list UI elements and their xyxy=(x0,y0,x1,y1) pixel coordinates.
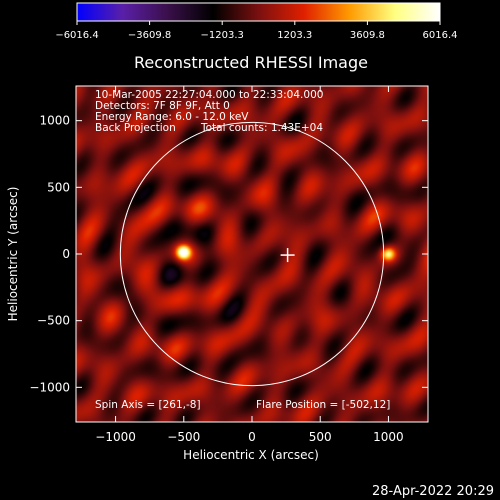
colorbar-tick-label: −6016.4 xyxy=(55,30,98,41)
colorbar-ticks: −6016.4 −3609.8 −1203.3 1203.3 3609.8 6016.4 xyxy=(55,21,458,41)
x-tick-label: −1000 xyxy=(95,430,136,444)
x-axis-label: Heliocentric X (arcsec) xyxy=(183,448,319,462)
y-axis-label: Heliocentric Y (arcsec) xyxy=(6,187,20,322)
annotation-flare-position: Flare Position = [-502,12] xyxy=(256,399,390,411)
colorbar-tick-label: 3609.8 xyxy=(350,30,385,41)
colorbar xyxy=(76,2,441,22)
x-tick-label: 500 xyxy=(309,430,332,444)
y-tick-label: −1000 xyxy=(29,380,70,394)
colorbar-tick-label: −3609.8 xyxy=(128,30,171,41)
heatmap-image xyxy=(76,86,428,422)
chart-title: Reconstructed RHESSI Image xyxy=(134,53,368,72)
solar-limb xyxy=(119,121,385,387)
y-tick-label: 0 xyxy=(62,247,70,261)
x-tick-label: 1000 xyxy=(373,430,404,444)
annotation-block: 10-Mar-2005 22:27:04.000 to 22:33:04.000… xyxy=(95,89,390,411)
x-tick-label: −500 xyxy=(167,430,200,444)
annotation-spin-axis: Spin Axis = [261,-8] xyxy=(95,399,201,411)
x-tick-label: 0 xyxy=(248,430,256,444)
annotation-detectors: Detectors: 7F 8F 9F, Att 0 xyxy=(95,100,230,112)
footer-date: 28-Apr-2022 20:29 xyxy=(372,484,494,499)
annotation-total-counts: Total counts: 1.43E+04 xyxy=(200,122,323,134)
y-tick-label: 1000 xyxy=(39,114,70,128)
annotation-time-range: 10-Mar-2005 22:27:04.000 to 22:33:04.000 xyxy=(95,89,323,101)
spin-axis-marker xyxy=(280,248,295,263)
colorbar-tick-label: 1203.3 xyxy=(277,30,312,41)
y-tick-label: −500 xyxy=(37,314,70,328)
annotation-method: Back Projection xyxy=(95,122,176,134)
y-tick-label: 500 xyxy=(47,180,70,194)
colorbar-tick-label: −1203.3 xyxy=(201,30,244,41)
axis-ticks: −1000 −500 0 500 1000 −1000 −500 0 500 1000 xyxy=(29,86,428,444)
colorbar-tick-label: 6016.4 xyxy=(423,30,458,41)
annotation-energy-range: Energy Range: 6.0 - 12.0 keV xyxy=(95,111,249,123)
plot-area xyxy=(76,86,428,422)
